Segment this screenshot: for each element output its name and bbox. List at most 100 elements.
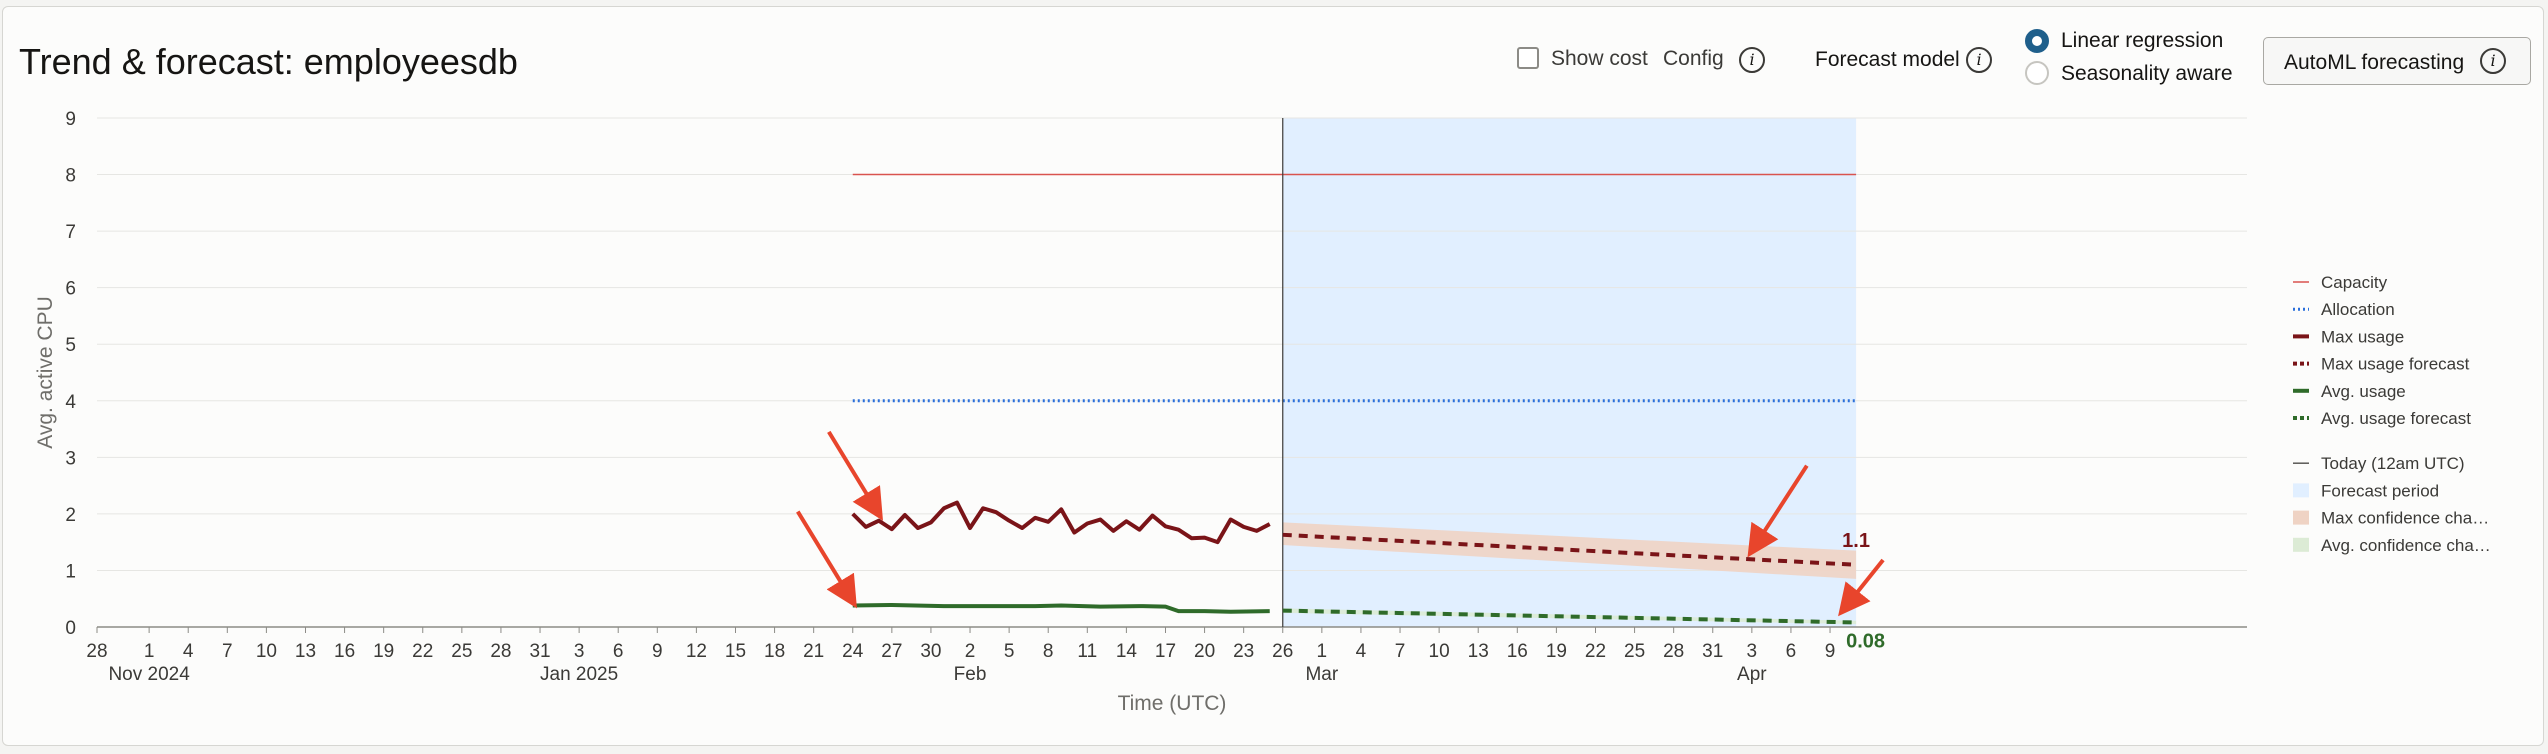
x-tick-label: 8 (1043, 641, 1054, 662)
y-tick-label: 5 (65, 335, 76, 356)
x-tick-label: 28 (86, 641, 107, 662)
y-tick-label: 3 (65, 448, 76, 469)
x-tick-label: 17 (1155, 641, 1176, 662)
config-link[interactable]: Config (1663, 47, 1724, 70)
legend-label: Allocation (2321, 300, 2395, 319)
x-tick-label: 31 (1702, 641, 1723, 662)
y-tick-label: 6 (65, 279, 76, 300)
max-forecast-end-label: 1.1 (1842, 530, 1870, 552)
x-tick-label: 6 (1786, 641, 1797, 662)
x-tick-label: 7 (222, 641, 233, 662)
x-tick-label: 16 (334, 641, 355, 662)
x-tick-label: 14 (1116, 641, 1138, 662)
x-tick-label: 19 (373, 641, 394, 662)
x-tick-label: 10 (256, 641, 277, 662)
page-title: Trend & forecast: employeesdb (19, 41, 518, 82)
x-tick-label: 5 (1004, 641, 1015, 662)
x-tick-label: 3 (1747, 641, 1758, 662)
x-tick-label: 30 (920, 641, 941, 662)
max-confidence-band (1282, 522, 1857, 579)
legend-label: Today (12am UTC) (2321, 454, 2465, 473)
y-tick-label: 1 (65, 561, 76, 582)
x-tick-label: 28 (1663, 641, 1684, 662)
x-tick-sublabel: Nov 2024 (108, 664, 190, 685)
legend-label: Avg. usage forecast (2321, 409, 2471, 428)
y-axis-title: Avg. active CPU (34, 296, 57, 449)
x-tick-label: 25 (451, 641, 472, 662)
x-tick-label: 4 (183, 641, 194, 662)
legend-swatch (2293, 510, 2309, 525)
max-usage-line (851, 500, 1271, 545)
x-tick-label: 27 (881, 641, 902, 662)
config-info-icon[interactable]: i (1739, 47, 1765, 73)
x-tick-label: 9 (1825, 641, 1836, 662)
y-tick-label: 4 (65, 392, 76, 413)
legend-label: Max confidence cha… (2321, 509, 2489, 528)
forecast-model-label: Forecast model (1815, 48, 1960, 71)
annotation-arrow (1838, 558, 1885, 617)
x-tick-label: 23 (1233, 641, 1254, 662)
x-tick-sublabel: Mar (1305, 664, 1338, 685)
x-tick-label: 28 (490, 641, 511, 662)
x-tick-label: 9 (652, 641, 663, 662)
radio-linear-regression[interactable] (2025, 29, 2049, 53)
x-tick-label: 4 (1356, 641, 1367, 662)
x-tick-label: 12 (686, 641, 707, 662)
x-tick-label: 10 (1429, 641, 1450, 662)
x-axis-title: Time (UTC) (1118, 692, 1227, 715)
y-tick-label: 0 (65, 618, 76, 639)
avg-usage-line (852, 602, 1270, 614)
x-tick-label: 26 (1272, 641, 1293, 662)
x-tick-label: 1 (1317, 641, 1328, 662)
x-tick-label: 19 (1546, 641, 1567, 662)
y-tick-label: 2 (65, 505, 76, 526)
y-tick-label: 9 (65, 109, 76, 130)
x-tick-label: 22 (1585, 641, 1606, 662)
x-tick-label: 13 (1468, 641, 1489, 662)
y-tick-label: 8 (65, 166, 76, 187)
avg-confidence-band (1282, 608, 1857, 625)
show-cost-checkbox[interactable] (1517, 47, 1539, 69)
show-cost-label[interactable]: Show cost (1551, 47, 1648, 70)
legend-label: Max usage forecast (2321, 355, 2470, 374)
x-tick-sublabel: Apr (1737, 664, 1767, 685)
y-tick-label: 7 (65, 222, 76, 243)
forecast-model-info-icon[interactable]: i (1966, 47, 1992, 73)
automl-forecasting-button[interactable]: AutoML forecasting i (2263, 37, 2531, 85)
legend-label: Avg. usage (2321, 382, 2406, 401)
legend-swatch (2293, 483, 2309, 498)
x-tick-label: 25 (1624, 641, 1645, 662)
automl-info-icon[interactable]: i (2480, 48, 2506, 74)
x-tick-label: 18 (764, 641, 785, 662)
x-tick-label: 3 (574, 641, 585, 662)
legend-label: Avg. confidence cha… (2321, 536, 2491, 555)
x-tick-sublabel: Feb (954, 664, 987, 685)
x-tick-label: 24 (842, 641, 864, 662)
x-tick-label: 2 (965, 641, 976, 662)
legend-label: Max usage (2321, 327, 2404, 346)
annotation-arrow (796, 510, 857, 609)
x-tick-label: 20 (1194, 641, 1215, 662)
x-tick-label: 13 (295, 641, 316, 662)
radio-seasonality-aware[interactable] (2025, 61, 2049, 85)
x-tick-label: 31 (529, 641, 550, 662)
seasonality-aware-label[interactable]: Seasonality aware (2061, 62, 2233, 85)
x-tick-label: 6 (613, 641, 624, 662)
legend-label: Capacity (2321, 273, 2388, 292)
x-tick-label: 1 (144, 641, 155, 662)
x-tick-label: 11 (1077, 641, 1097, 662)
x-tick-label: 22 (412, 641, 433, 662)
forecast-card: Trend & forecast: employeesdb Show cost … (2, 6, 2544, 746)
x-tick-label: 16 (1507, 641, 1528, 662)
x-tick-label: 21 (803, 641, 824, 662)
avg-forecast-end-label: 0.08 (1846, 630, 1885, 652)
linear-regression-label[interactable]: Linear regression (2061, 29, 2224, 52)
legend-swatch (2293, 537, 2309, 552)
x-tick-label: 15 (725, 641, 746, 662)
x-tick-label: 7 (1395, 641, 1406, 662)
annotation-arrow (1747, 464, 1809, 558)
x-tick-sublabel: Jan 2025 (540, 664, 618, 685)
legend-label: Forecast period (2321, 481, 2439, 500)
automl-forecasting-label: AutoML forecasting (2284, 51, 2465, 74)
